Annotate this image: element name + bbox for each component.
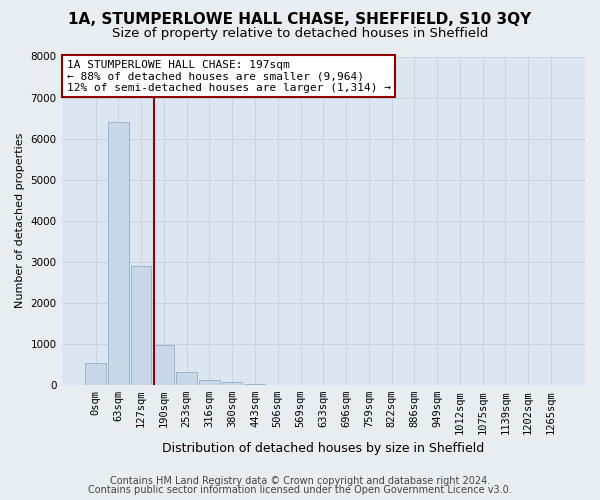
Y-axis label: Number of detached properties: Number of detached properties (15, 133, 25, 308)
Bar (131, 266, 151, 385)
Text: 1A, STUMPERLOWE HALL CHASE, SHEFFIELD, S10 3QY: 1A, STUMPERLOWE HALL CHASE, SHEFFIELD, S… (68, 12, 532, 28)
Bar (176, 372, 197, 385)
Bar (85, 364, 106, 385)
Bar (222, 382, 242, 385)
Bar (154, 345, 174, 385)
X-axis label: Distribution of detached houses by size in Sheffield: Distribution of detached houses by size … (162, 442, 484, 455)
Text: Contains public sector information licensed under the Open Government Licence v3: Contains public sector information licen… (88, 485, 512, 495)
Text: 1A STUMPERLOWE HALL CHASE: 197sqm
← 88% of detached houses are smaller (9,964)
1: 1A STUMPERLOWE HALL CHASE: 197sqm ← 88% … (67, 60, 391, 93)
Text: Contains HM Land Registry data © Crown copyright and database right 2024.: Contains HM Land Registry data © Crown c… (110, 476, 490, 486)
Text: Size of property relative to detached houses in Sheffield: Size of property relative to detached ho… (112, 28, 488, 40)
Bar (245, 384, 265, 385)
Bar (108, 122, 128, 385)
Bar (199, 380, 220, 385)
